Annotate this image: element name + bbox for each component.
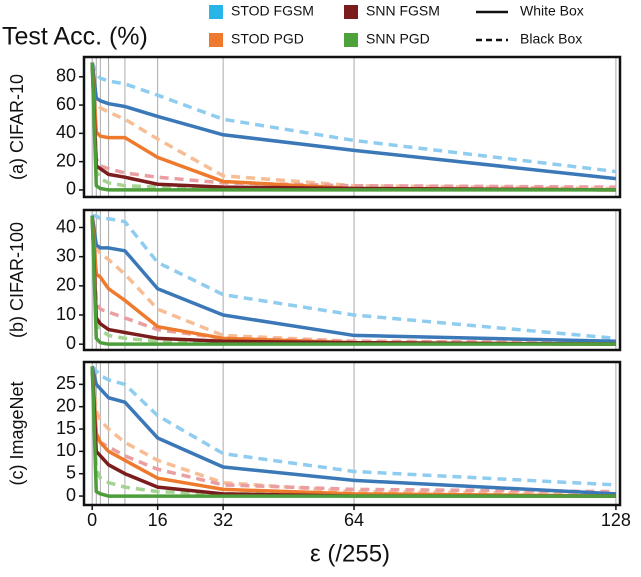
x-tick-label: 32 <box>213 510 233 530</box>
y-axis-title: Test Acc. (%) <box>2 23 148 51</box>
y-tick-label: 25 <box>56 373 76 393</box>
y-tick-label: 20 <box>56 275 76 295</box>
y-tick-label: 10 <box>56 440 76 460</box>
y-tick-label: 0 <box>66 179 76 199</box>
y-tick-label: 80 <box>56 66 76 86</box>
plot-frame <box>82 208 622 352</box>
y-tick-label: 20 <box>56 395 76 415</box>
y-tick-label: 0 <box>66 485 76 505</box>
legend-label: STOD PGD <box>231 31 304 47</box>
legend-swatch <box>344 5 358 19</box>
series-line <box>90 215 616 343</box>
panel-label: (b) CIFAR-100 <box>7 222 27 338</box>
panel-label: (c) ImageNet <box>7 381 27 485</box>
y-tick-label: 5 <box>66 462 76 482</box>
x-tick-label: 128 <box>601 510 631 530</box>
series-line <box>90 365 616 487</box>
x-axis-title: ε (/255) <box>310 540 390 567</box>
y-tick-label: 20 <box>56 150 76 170</box>
series-line <box>90 215 616 346</box>
y-tick-label: 10 <box>56 304 76 324</box>
legend-swatch <box>209 5 223 19</box>
series-line <box>90 62 616 191</box>
series-line <box>92 214 617 341</box>
plot-frame <box>82 360 622 507</box>
y-tick-label: 30 <box>56 245 76 265</box>
y-tick-label: 60 <box>56 94 76 114</box>
series-line <box>90 62 616 192</box>
series-line <box>90 366 616 498</box>
legend-label: STOD FGSM <box>231 3 314 19</box>
series-line <box>90 62 616 192</box>
series-line <box>90 366 616 498</box>
series-line <box>90 62 617 181</box>
plot-frame <box>82 55 622 199</box>
legend-swatch <box>344 33 358 47</box>
x-tick-label: 16 <box>148 510 168 530</box>
legend-label: Black Box <box>520 31 582 47</box>
y-tick-label: 40 <box>56 216 76 236</box>
series-line <box>90 62 616 192</box>
y-tick-label: 15 <box>56 418 76 438</box>
series-line <box>90 215 616 346</box>
legend-label: White Box <box>520 3 584 19</box>
series-line <box>90 366 616 496</box>
panel-label: (a) CIFAR-10 <box>7 74 27 180</box>
legend-label: SNN FGSM <box>366 3 440 19</box>
series-line <box>90 62 616 192</box>
legend-swatch <box>209 33 223 47</box>
y-tick-label: 0 <box>66 333 76 353</box>
series-line <box>90 215 616 346</box>
series-line <box>90 366 616 496</box>
x-tick-label: 64 <box>344 510 364 530</box>
x-tick-label: 0 <box>87 510 97 530</box>
legend-label: SNN PGD <box>366 31 430 47</box>
y-tick-label: 40 <box>56 122 76 142</box>
series-line <box>90 366 616 498</box>
